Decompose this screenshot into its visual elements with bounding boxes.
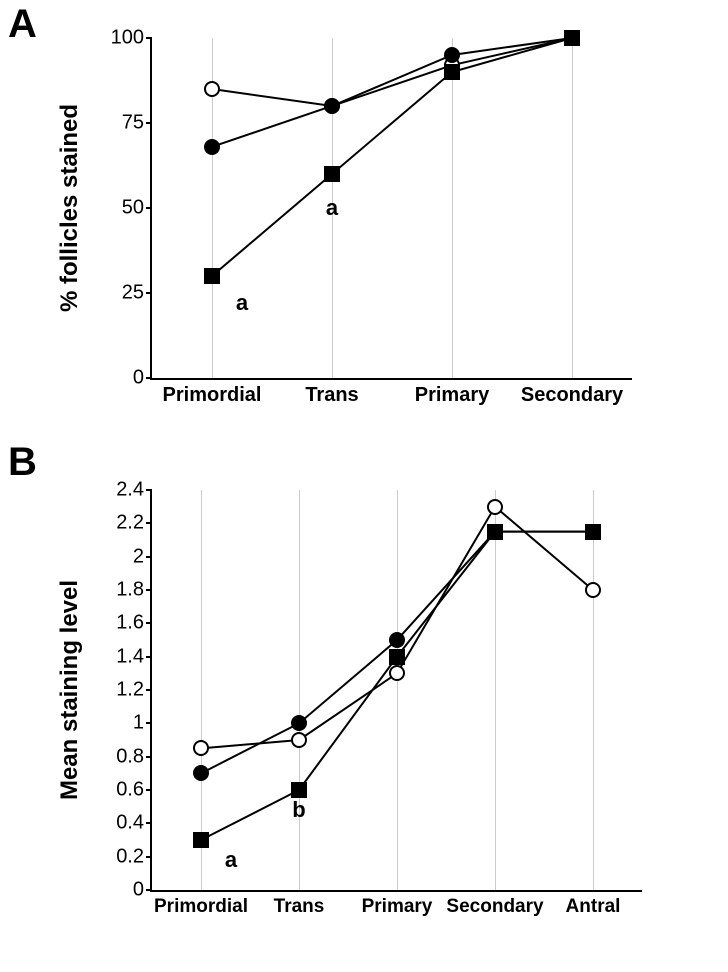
y-tick-label: 1.8 [116,579,152,602]
y-tick-label: 0.2 [116,845,152,868]
x-tick-label: Primordial [154,890,248,918]
marker-open-circle [193,740,209,756]
marker-open-circle [389,665,405,681]
x-tick-label: Primary [362,890,433,918]
marker-filled-square [193,832,209,848]
y-tick-label: 2.2 [116,512,152,535]
plot-area: 00.20.40.60.811.21.41.61.822.22.4Primord… [150,490,642,892]
y-tick-label: 0 [133,879,152,902]
y-tick-label: 0.6 [116,779,152,802]
y-tick-label: 2.4 [116,479,152,502]
x-tick-label: Trans [274,890,325,918]
marker-filled-circle [389,632,405,648]
marker-open-circle [487,499,503,515]
figure-root: A 0255075100PrimordialTransPrimarySecond… [0,0,728,972]
y-tick-label: 1 [133,712,152,735]
y-tick-label: 1.2 [116,679,152,702]
y-tick-label: 1.6 [116,612,152,635]
annotation-letter: b [292,797,305,823]
x-tick-label: Secondary [446,890,543,918]
marker-filled-square [389,649,405,665]
y-tick-label: 0.8 [116,745,152,768]
panel-b-chart: 0 0.2 0.4 0.6 0.8 1 1.2 1.4 1.6 1.8 2 2.2 2.4 Primord… [0,0,728,972]
y-tick-label: 2 [133,545,152,568]
marker-filled-circle [193,765,209,781]
marker-filled-circle [291,715,307,731]
marker-filled-square [585,524,601,540]
y-axis-title: Mean staining level [56,580,84,800]
annotation-letter: a [225,847,237,873]
series-lines [152,490,642,890]
x-tick-label: Antral [566,890,621,918]
y-tick-label: 1.4 [116,645,152,668]
marker-open-circle [585,582,601,598]
marker-filled-square [487,524,503,540]
marker-filled-square [291,782,307,798]
y-tick-label: 0.4 [116,812,152,835]
marker-open-circle [291,732,307,748]
